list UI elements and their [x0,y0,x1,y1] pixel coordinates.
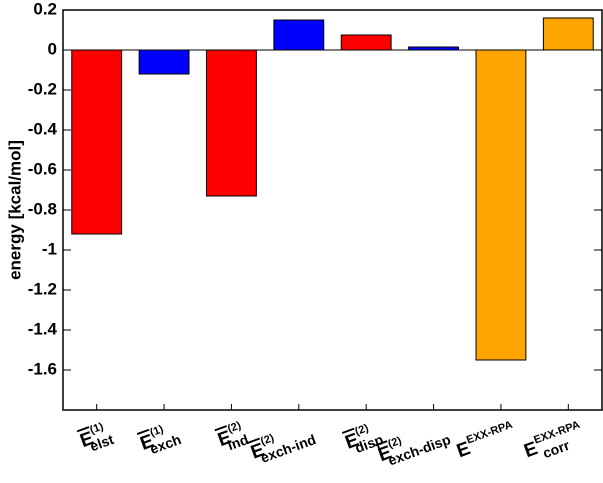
label-sup: (2) [353,422,370,438]
bar [138,49,190,75]
x-tick-label: E(1)exch [136,419,183,459]
y-tick-label: -1.4 [28,319,58,338]
y-tick-label: -0.6 [28,159,57,178]
x-tick-label: EEXX-RPA [453,419,518,462]
bar [408,46,459,51]
bar [273,19,325,51]
bar [475,49,527,361]
y-tick-label: -0.2 [28,79,57,98]
y-tick-label: -0.4 [28,119,58,138]
label-sub: ind [225,431,250,453]
y-tick-label: 0 [48,39,57,58]
y-tick-label: -1.6 [28,359,57,378]
y-tick-label: -1 [42,239,57,258]
bar [206,49,257,197]
label-sub: elst [88,431,116,454]
y-axis-label: energy [kcal/mol] [5,140,24,280]
x-tick-label: E(2)exch-ind [247,419,318,468]
x-tick-label: E(1)elst [76,419,116,457]
label-sup: (2) [259,432,276,448]
x-tick-label: E(2)exch-disp [375,419,453,471]
y-tick-label: -1.2 [28,279,57,298]
x-tick-label: EEXX-RPAcorr [520,419,587,467]
label-sup: (2) [386,435,403,451]
y-tick-label: 0.2 [33,0,57,18]
bar [340,34,392,51]
label-sup: (1) [148,423,165,439]
y-tick-label: -0.8 [28,199,57,218]
label-sup: (1) [88,420,105,436]
plot-frame [62,9,603,411]
label-sup: (2) [226,419,243,435]
x-tick-label: E(2)ind [214,419,250,456]
bar [542,17,594,51]
label-sup: EXX-RPA [465,419,514,447]
bar [71,49,123,235]
